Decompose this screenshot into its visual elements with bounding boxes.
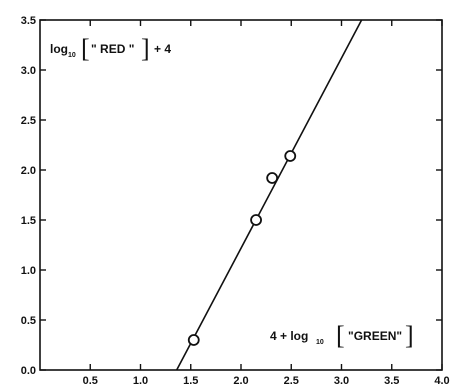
y-axis-title: log 10 [ " RED " ] + 4 bbox=[50, 34, 171, 63]
y-tick-label: 0.5 bbox=[21, 315, 36, 327]
x-axis-title-subscript: 10 bbox=[316, 339, 324, 346]
x-tick-label: 2.0 bbox=[233, 375, 248, 387]
x-tick-label: 0.5 bbox=[83, 375, 98, 387]
y-tick-label: 1.0 bbox=[21, 265, 36, 277]
y-axis-title-suffix: + 4 bbox=[154, 42, 171, 56]
x-tick-label: 1.0 bbox=[133, 375, 148, 387]
fit-line-group bbox=[175, 19, 363, 371]
x-tick-label: 3.0 bbox=[334, 375, 349, 387]
plot-frame bbox=[39, 19, 443, 371]
y-axis-title-quantity: " RED " bbox=[91, 42, 134, 56]
x-tick-label: 4.0 bbox=[434, 375, 449, 387]
x-tick-label: 2.5 bbox=[284, 375, 299, 387]
y-tick-label: 3.0 bbox=[21, 65, 36, 77]
x-axis-title-bracket-open: [ bbox=[336, 321, 345, 350]
x-axis-title-bracket-close: ] bbox=[405, 321, 414, 350]
x-axis-title-quantity: "GREEN" bbox=[348, 329, 402, 343]
x-axis-title-prefix: 4 + log bbox=[270, 329, 308, 343]
y-tick-label: 2.0 bbox=[21, 165, 36, 177]
y-axis-title-subscript: 10 bbox=[68, 52, 76, 59]
y-tick-label: 1.5 bbox=[21, 215, 36, 227]
x-tick-label: 3.5 bbox=[384, 375, 399, 387]
y-axis-title-prefix: log bbox=[50, 42, 68, 56]
y-axis-title-bracket-close: ] bbox=[141, 34, 150, 63]
plot-border bbox=[39, 19, 443, 371]
y-axis-title-bracket-open: [ bbox=[81, 34, 90, 63]
y-tick-label: 0.0 bbox=[21, 365, 36, 377]
data-points bbox=[187, 150, 297, 346]
x-tick-label: 1.5 bbox=[183, 375, 198, 387]
data-point bbox=[266, 172, 279, 184]
data-point bbox=[187, 334, 200, 346]
x-axis-title: 4 + log 10 [ "GREEN" ] bbox=[270, 321, 414, 350]
data-point bbox=[250, 214, 262, 226]
y-tick-label: 2.5 bbox=[21, 115, 36, 127]
fit-line bbox=[175, 19, 363, 371]
y-tick-label: 3.5 bbox=[21, 15, 36, 27]
x-axis: 0.5 1.0 1.5 2.0 2.5 3.0 3.5 4.0 bbox=[83, 20, 450, 387]
data-point bbox=[284, 150, 297, 162]
y-axis: 0.0 0.5 1.0 1.5 2.0 2.5 3.0 3.5 bbox=[21, 15, 442, 377]
